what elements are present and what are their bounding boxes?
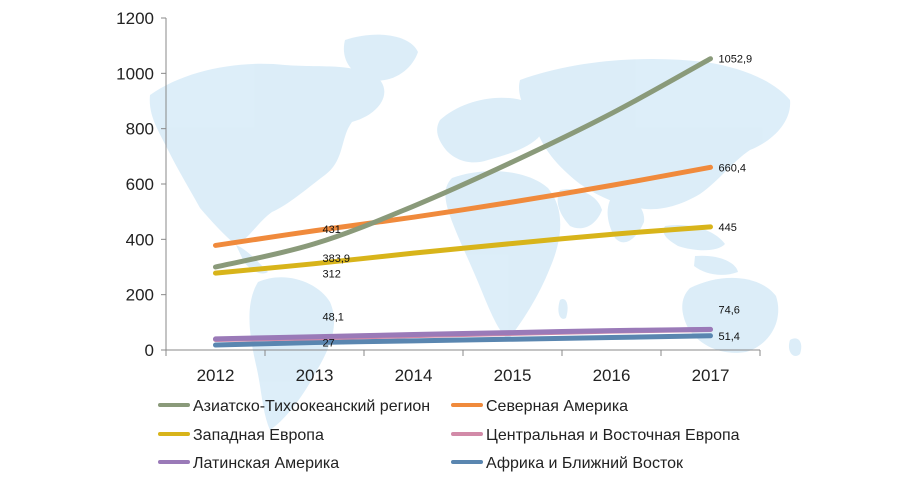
y-tick-label: 600 [126, 175, 154, 194]
series-line-0 [213, 56, 713, 270]
x-tick-label: 2014 [395, 366, 433, 385]
series-line-4 [213, 326, 713, 342]
y-tick-label: 1200 [116, 9, 154, 28]
legend-label-2: Западная Европа [193, 427, 324, 444]
legend-label-4: Латинская Америка [193, 455, 339, 472]
data-label: 383,9 [323, 253, 351, 265]
data-label: 312 [323, 269, 341, 281]
data-label: 1052,9 [719, 54, 753, 66]
legend-label-1: Северная Америка [486, 398, 628, 415]
y-axis-ticks: 0 200 400 600 800 1000 1200 [116, 9, 166, 360]
series-lines [213, 56, 713, 348]
data-label: 445 [719, 222, 737, 234]
x-tick-label: 2015 [494, 366, 532, 385]
x-tick-label: 2012 [197, 366, 235, 385]
y-tick-label: 800 [126, 120, 154, 139]
y-tick-label: 200 [126, 286, 154, 305]
data-label: 51,4 [719, 331, 740, 343]
x-axis-ticks: 2012 2013 2014 2015 2016 2017 [165, 350, 761, 385]
x-tick-label: 2016 [593, 366, 631, 385]
y-tick-label: 0 [145, 341, 154, 360]
legend-label-3: Центральная и Восточная Европа [486, 427, 740, 444]
x-tick-label: 2013 [296, 366, 334, 385]
world-map-background [149, 34, 802, 430]
series-line-1 [213, 164, 713, 248]
data-label: 431 [323, 224, 341, 236]
data-label: 27 [323, 338, 335, 350]
series-line-5 [213, 333, 713, 348]
legend: Азиатско-Тихоокеанский регион Северная Ам… [158, 398, 740, 472]
y-tick-label: 1000 [116, 64, 154, 83]
data-label: 74,6 [719, 304, 740, 316]
data-labels: 383,9 1052,9 431 660,4 312 445 48,1 74,6 27 51,4 [323, 54, 753, 350]
legend-label-5: Африка и Ближний Восток [486, 455, 684, 472]
x-tick-label: 2017 [692, 366, 730, 385]
series-line-2 [213, 224, 713, 276]
legend-label-0: Азиатско-Тихоокеанский регион [193, 398, 430, 415]
data-label: 48,1 [323, 312, 344, 324]
data-label: 660,4 [719, 162, 747, 174]
y-tick-label: 400 [126, 230, 154, 249]
